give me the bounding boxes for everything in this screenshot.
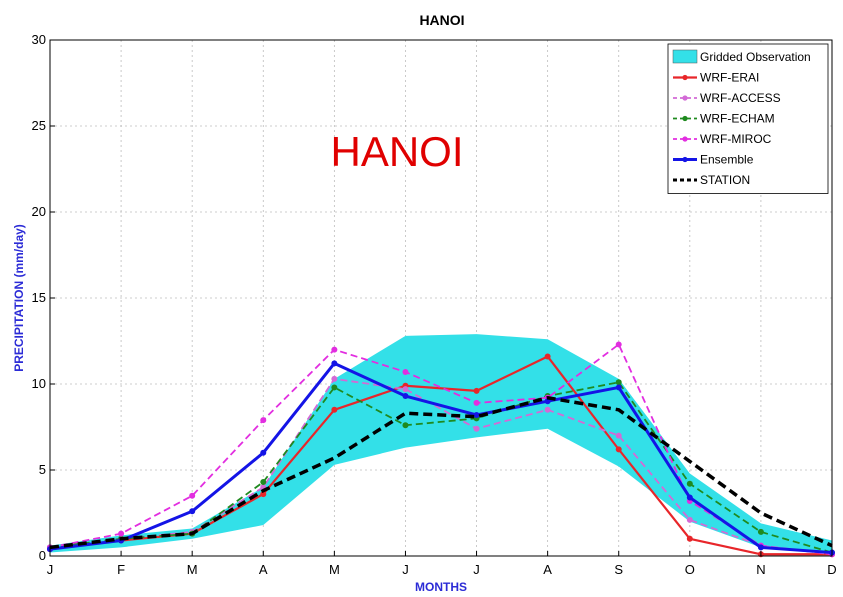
x-tick-label: N xyxy=(756,562,765,577)
gridded-observation-band-layer xyxy=(50,334,832,553)
series-point-wrf-erai xyxy=(473,387,480,394)
x-tick-label: M xyxy=(187,562,198,577)
y-tick-labels: 0 5 10 15 20 25 30 xyxy=(32,32,55,563)
series-point-wrf-access xyxy=(402,386,409,393)
legend-swatch-band xyxy=(672,49,698,64)
x-axis-label: MONTHS xyxy=(415,580,467,594)
legend-marker-wrf-erai xyxy=(682,74,688,81)
y-tick-label: 20 xyxy=(32,204,46,219)
legend-label-station: STATION xyxy=(700,173,750,187)
series-point-ensemble xyxy=(260,449,267,456)
series-point-ensemble xyxy=(402,393,409,400)
series-point-wrf-access xyxy=(615,432,622,439)
series-point-wrf-miroc xyxy=(402,368,409,375)
series-point-ensemble xyxy=(757,544,764,551)
series-line-wrf-access xyxy=(49,377,833,556)
series-line-wrf-echam xyxy=(49,381,833,554)
series-point-ensemble xyxy=(686,494,693,501)
series-point-wrf-miroc xyxy=(118,530,125,537)
series-point-wrf-access xyxy=(331,375,338,382)
series-point-ensemble xyxy=(473,411,480,418)
legend-marker-wrf-echam xyxy=(682,115,688,122)
legend-marker-wrf-access xyxy=(682,95,688,101)
x-tick-label: A xyxy=(543,562,552,577)
series-layer xyxy=(47,341,835,558)
series-point-wrf-echam xyxy=(686,480,693,487)
series-point-wrf-erai xyxy=(686,535,693,542)
y-tick-label: 10 xyxy=(32,376,46,391)
x-tick-label: J xyxy=(47,562,54,577)
legend-label-wrf-miroc: WRF-MIROC xyxy=(700,132,772,146)
series-point-wrf-erai xyxy=(615,446,622,453)
y-tick-label: 5 xyxy=(39,462,46,477)
y-tick-label: 15 xyxy=(32,290,46,305)
series-point-wrf-erai xyxy=(544,353,551,360)
series-point-wrf-access xyxy=(686,516,693,523)
series-point-wrf-access xyxy=(544,406,551,413)
legend-label-band: Gridded Observation xyxy=(700,50,811,64)
series-point-wrf-erai xyxy=(260,491,267,498)
x-tick-label: S xyxy=(614,562,623,577)
x-tick-label: D xyxy=(827,562,836,577)
y-axis-label: PRECIPITATION (mm/day) xyxy=(12,224,26,372)
gridded-observation-band xyxy=(50,334,832,553)
y-tick-label: 30 xyxy=(32,32,46,47)
city-overlay-label: HANOI xyxy=(330,128,463,175)
series-point-ensemble xyxy=(615,384,622,391)
legend-label-wrf-echam: WRF-ECHAM xyxy=(700,112,775,126)
series-point-wrf-access xyxy=(473,425,480,432)
series-point-ensemble xyxy=(331,360,338,367)
legend-label-wrf-erai: WRF-ERAI xyxy=(700,71,759,85)
chart-title: HANOI xyxy=(419,12,464,28)
x-tick-label: J xyxy=(402,562,409,577)
legend-label-ensemble: Ensemble xyxy=(700,153,754,167)
legend: Gridded Observation WRF-ERAI WRF-ACCESS WRF… xyxy=(667,43,829,194)
y-tick-label: 25 xyxy=(32,118,46,133)
series-point-ensemble xyxy=(189,508,196,515)
series-point-wrf-echam xyxy=(260,479,267,486)
series-point-wrf-miroc xyxy=(189,492,196,499)
series-point-wrf-echam xyxy=(615,379,622,386)
series-point-wrf-erai xyxy=(331,406,338,413)
legend-marker-wrf-miroc xyxy=(682,136,688,142)
legend-marker-ensemble xyxy=(682,156,688,163)
x-tick-label: F xyxy=(117,562,125,577)
x-tick-label: A xyxy=(259,562,268,577)
x-tick-label: J xyxy=(473,562,480,577)
x-tick-label: M xyxy=(329,562,340,577)
series-point-wrf-miroc xyxy=(331,346,338,353)
series-point-wrf-echam xyxy=(757,528,764,535)
legend-label-wrf-access: WRF-ACCESS xyxy=(700,91,781,105)
y-tick-label: 0 xyxy=(39,548,46,563)
series-point-wrf-miroc xyxy=(260,417,267,424)
series-point-wrf-echam xyxy=(331,384,338,391)
series-point-wrf-miroc xyxy=(615,341,622,348)
series-point-wrf-echam xyxy=(402,422,409,429)
series-line-ensemble xyxy=(49,361,833,555)
series-point-wrf-miroc xyxy=(473,399,480,406)
x-tick-label: O xyxy=(685,562,695,577)
series-line-station xyxy=(49,396,833,550)
